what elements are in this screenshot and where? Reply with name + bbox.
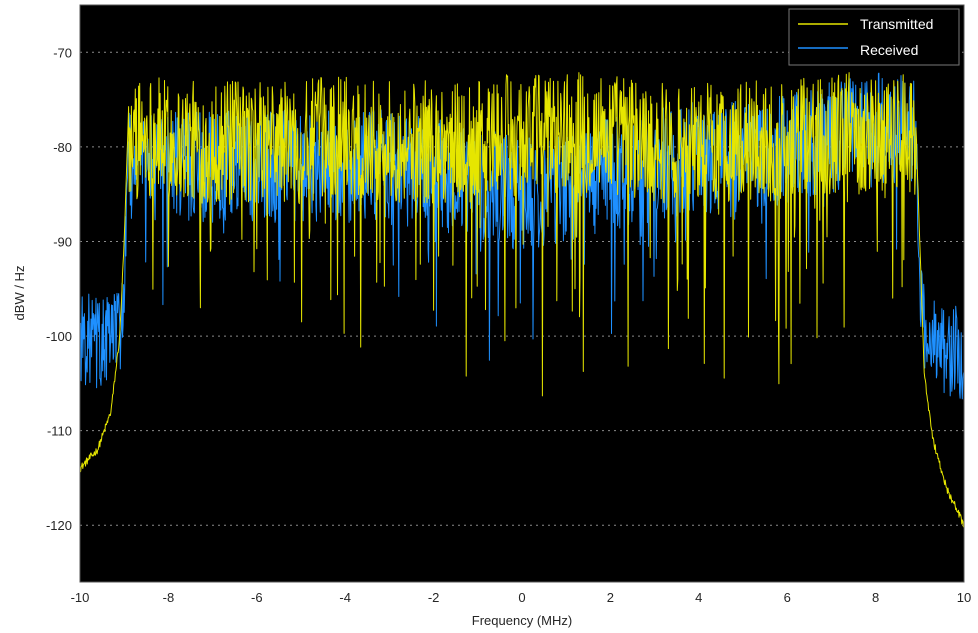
y-axis-ticks: -70 -80 -90 -100 -110 -120: [46, 45, 72, 533]
x-tick-label: -2: [428, 590, 440, 605]
y-tick-label: -110: [47, 424, 72, 439]
legend-box: [788, 8, 960, 66]
series-layer: [79, 72, 965, 528]
y-tick-label: -90: [53, 234, 72, 249]
x-tick-label: 0: [518, 590, 525, 605]
y-tick-label: -100: [46, 329, 72, 344]
x-axis-ticks: -10 -8 -6 -4 -2 0 2 4 6 8 10: [71, 590, 972, 605]
x-tick-label: 4: [695, 590, 702, 605]
legend: Transmitted Received: [788, 8, 960, 66]
legend-label-transmitted: Transmitted: [860, 16, 933, 32]
x-tick-label: -6: [251, 590, 263, 605]
x-tick-label: 10: [957, 590, 971, 605]
y-tick-label: -70: [53, 45, 72, 60]
y-tick-label: -80: [53, 140, 72, 155]
x-axis-label: Frequency (MHz): [472, 613, 572, 628]
y-tick-label: -120: [46, 518, 72, 533]
plot-border: [79, 4, 965, 583]
y-axis-label: dBW / Hz: [12, 266, 27, 321]
x-tick-label: 6: [784, 590, 791, 605]
x-tick-label: -8: [163, 590, 175, 605]
x-tick-label: 8: [872, 590, 879, 605]
x-tick-label: -4: [339, 590, 351, 605]
x-tick-label: 2: [607, 590, 614, 605]
legend-label-received: Received: [860, 42, 918, 58]
x-tick-label: -10: [71, 590, 90, 605]
series-line-transmitted: [79, 72, 965, 528]
